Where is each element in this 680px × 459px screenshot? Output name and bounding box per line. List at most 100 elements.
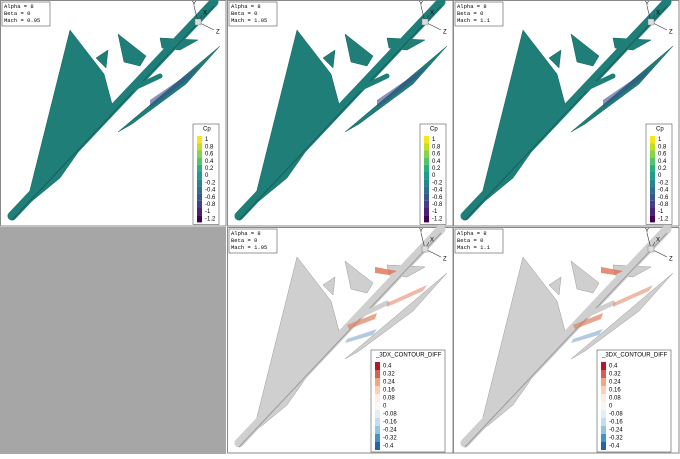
legend-swatch bbox=[424, 143, 429, 151]
legend-tick: 0.2 bbox=[432, 166, 441, 172]
legend-swatch bbox=[375, 386, 380, 394]
info-box bbox=[1, 1, 51, 27]
axis-triad: Y X Z bbox=[419, 2, 447, 36]
info-line: Beta = 0 bbox=[231, 10, 257, 17]
legend-tick: -0.4 bbox=[205, 188, 216, 194]
legend-swatch bbox=[197, 157, 202, 165]
legend-swatch bbox=[424, 186, 429, 194]
legend-swatch bbox=[197, 136, 202, 144]
diff-patch bbox=[387, 285, 427, 307]
legend-tick: -0.6 bbox=[432, 195, 443, 201]
legend-tick: 0 bbox=[205, 173, 209, 179]
legend-swatch bbox=[375, 378, 380, 386]
canard bbox=[548, 276, 562, 296]
canard bbox=[95, 49, 109, 69]
legend-tick: -1 bbox=[205, 209, 211, 215]
legend-swatch bbox=[650, 200, 655, 208]
aircraft bbox=[460, 0, 674, 221]
axis-triad: Y X Z bbox=[192, 2, 220, 36]
legend-tick: -0.08 bbox=[609, 412, 623, 418]
info-line: Alpha = 8 bbox=[4, 3, 34, 10]
legend-tick: -0.2 bbox=[205, 180, 216, 186]
legend-swatch bbox=[197, 172, 202, 180]
legend-swatch bbox=[650, 172, 655, 180]
nacelle bbox=[127, 73, 163, 93]
right-wing bbox=[570, 272, 674, 360]
diff-patch bbox=[601, 267, 623, 275]
legend-swatch bbox=[375, 402, 380, 410]
legend-tick: 0.24 bbox=[383, 380, 395, 386]
legend-swatch bbox=[650, 136, 655, 144]
axis-triad: Y X Z bbox=[645, 229, 673, 263]
diff-patch bbox=[571, 329, 603, 343]
legend-tick: -0.8 bbox=[658, 202, 669, 208]
legend-tick: 0.4 bbox=[205, 159, 214, 165]
fuselage-edge bbox=[238, 232, 442, 448]
fuselage-edge bbox=[238, 5, 442, 221]
axis-label: Y bbox=[419, 229, 423, 235]
legend-tick: -0.16 bbox=[609, 420, 623, 426]
legend-tick: 0.8 bbox=[205, 144, 214, 150]
legend-title: Cp bbox=[656, 127, 664, 133]
shade bbox=[150, 66, 200, 108]
legend-swatch bbox=[601, 426, 606, 434]
legend-swatch bbox=[601, 394, 606, 402]
legend-tick: 0 bbox=[609, 404, 613, 410]
fuselage-edge bbox=[464, 232, 668, 448]
aircraft bbox=[460, 224, 674, 448]
legend-swatch bbox=[197, 193, 202, 201]
legend-tick: -1.2 bbox=[658, 216, 669, 222]
legend-tick: 0.4 bbox=[383, 364, 392, 370]
axis-label: Y bbox=[645, 2, 649, 8]
legend-tick: -0.8 bbox=[432, 202, 443, 208]
fuselage bbox=[460, 224, 672, 448]
diff-patch bbox=[613, 285, 653, 307]
info-line: Mach = 1.1 bbox=[457, 17, 491, 24]
legend-swatch bbox=[424, 150, 429, 158]
legend-swatch bbox=[601, 378, 606, 386]
nacelle bbox=[354, 300, 390, 320]
legend-tick: 0.8 bbox=[658, 144, 667, 150]
legend-swatch bbox=[650, 193, 655, 201]
info-line: Beta = 0 bbox=[4, 10, 30, 17]
axis-label: Z bbox=[669, 257, 673, 263]
legend-tick: -0.2 bbox=[432, 180, 443, 186]
legend-swatch bbox=[650, 157, 655, 165]
nacelle bbox=[580, 300, 616, 320]
legend-swatch bbox=[375, 418, 380, 426]
right-wing bbox=[344, 272, 448, 360]
axis-cube bbox=[194, 18, 202, 26]
fuselage bbox=[234, 0, 446, 221]
legend-tick: 0 bbox=[432, 173, 436, 179]
legend-tick: 0.2 bbox=[205, 166, 214, 172]
canard bbox=[322, 49, 336, 69]
aircraft bbox=[7, 0, 221, 221]
legend-tick: 0.32 bbox=[609, 372, 621, 378]
legend-tick: -0.08 bbox=[383, 412, 397, 418]
legend-swatch bbox=[375, 410, 380, 418]
legend-title: Cp bbox=[203, 127, 211, 133]
empty-panel bbox=[0, 227, 226, 454]
aircraft bbox=[234, 0, 448, 221]
legend-swatch bbox=[424, 157, 429, 165]
legend-tick: 0.24 bbox=[609, 380, 621, 386]
legend-tick: 0.6 bbox=[432, 152, 441, 158]
legend-swatch bbox=[375, 370, 380, 378]
axis-label: Z bbox=[443, 30, 447, 36]
fuselage-edge bbox=[11, 5, 215, 221]
shade bbox=[603, 66, 653, 108]
legend-swatch bbox=[601, 410, 606, 418]
axis-label: X bbox=[656, 11, 660, 17]
info-box bbox=[228, 228, 278, 254]
legend-box bbox=[596, 349, 672, 453]
legend-swatch bbox=[601, 442, 606, 450]
legend-tick: -0.4 bbox=[658, 188, 669, 194]
axis-cube bbox=[421, 18, 429, 26]
legend-title: _3DX_CONTOUR_DIFF bbox=[601, 353, 668, 359]
legend-swatch bbox=[650, 143, 655, 151]
axis-label: X bbox=[430, 11, 434, 17]
